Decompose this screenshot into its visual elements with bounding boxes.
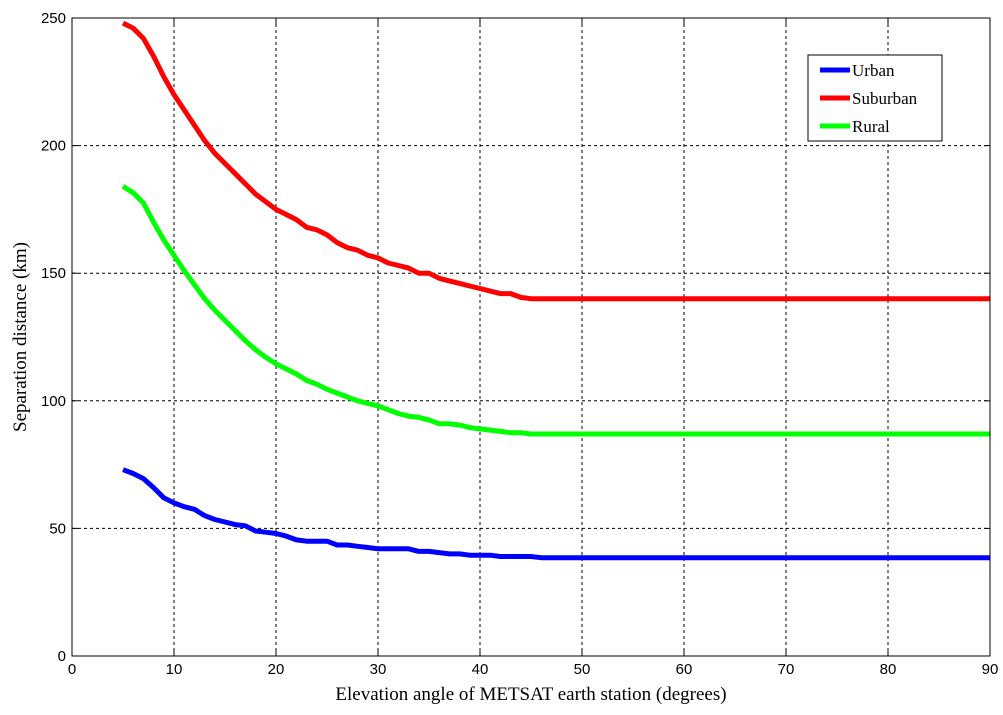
series-lines xyxy=(121,20,990,561)
y-tick-label: 50 xyxy=(49,520,66,537)
legend-label-rural: Rural xyxy=(852,117,890,136)
plot-frame xyxy=(71,17,991,657)
y-tick-label: 200 xyxy=(41,138,66,155)
x-tick-labels: 0 10 20 30 40 50 60 70 80 90 xyxy=(68,661,999,678)
x-tick-label: 20 xyxy=(268,661,285,678)
x-tick-label: 40 xyxy=(472,661,489,678)
series-line-rural xyxy=(121,184,990,437)
legend: Urban Suburban Rural xyxy=(807,54,943,142)
x-tick-label: 80 xyxy=(880,661,897,678)
y-tick-label: 0 xyxy=(58,648,66,665)
series-line-suburban xyxy=(121,20,990,302)
series-line-urban xyxy=(122,467,990,561)
legend-label-urban: Urban xyxy=(852,61,895,80)
x-tick-label: 10 xyxy=(166,661,183,678)
y-tick-label: 100 xyxy=(41,393,66,410)
x-tick-label: 60 xyxy=(676,661,693,678)
y-tick-labels: 0 50 100 150 200 250 xyxy=(41,10,66,665)
x-tick-label: 0 xyxy=(68,661,76,678)
y-axis-title: Separation distance (km) xyxy=(10,242,31,432)
tick-marks xyxy=(71,17,991,657)
y-tick-label: 150 xyxy=(41,265,66,282)
legend-label-suburban: Suburban xyxy=(852,89,918,108)
y-tick-label: 250 xyxy=(41,10,66,27)
x-tick-label: 70 xyxy=(778,661,795,678)
x-axis-title: Elevation angle of METSAT earth station … xyxy=(335,684,726,705)
x-tick-label: 50 xyxy=(574,661,591,678)
grid xyxy=(72,18,990,656)
x-tick-label: 90 xyxy=(982,661,999,678)
x-tick-label: 30 xyxy=(370,661,387,678)
